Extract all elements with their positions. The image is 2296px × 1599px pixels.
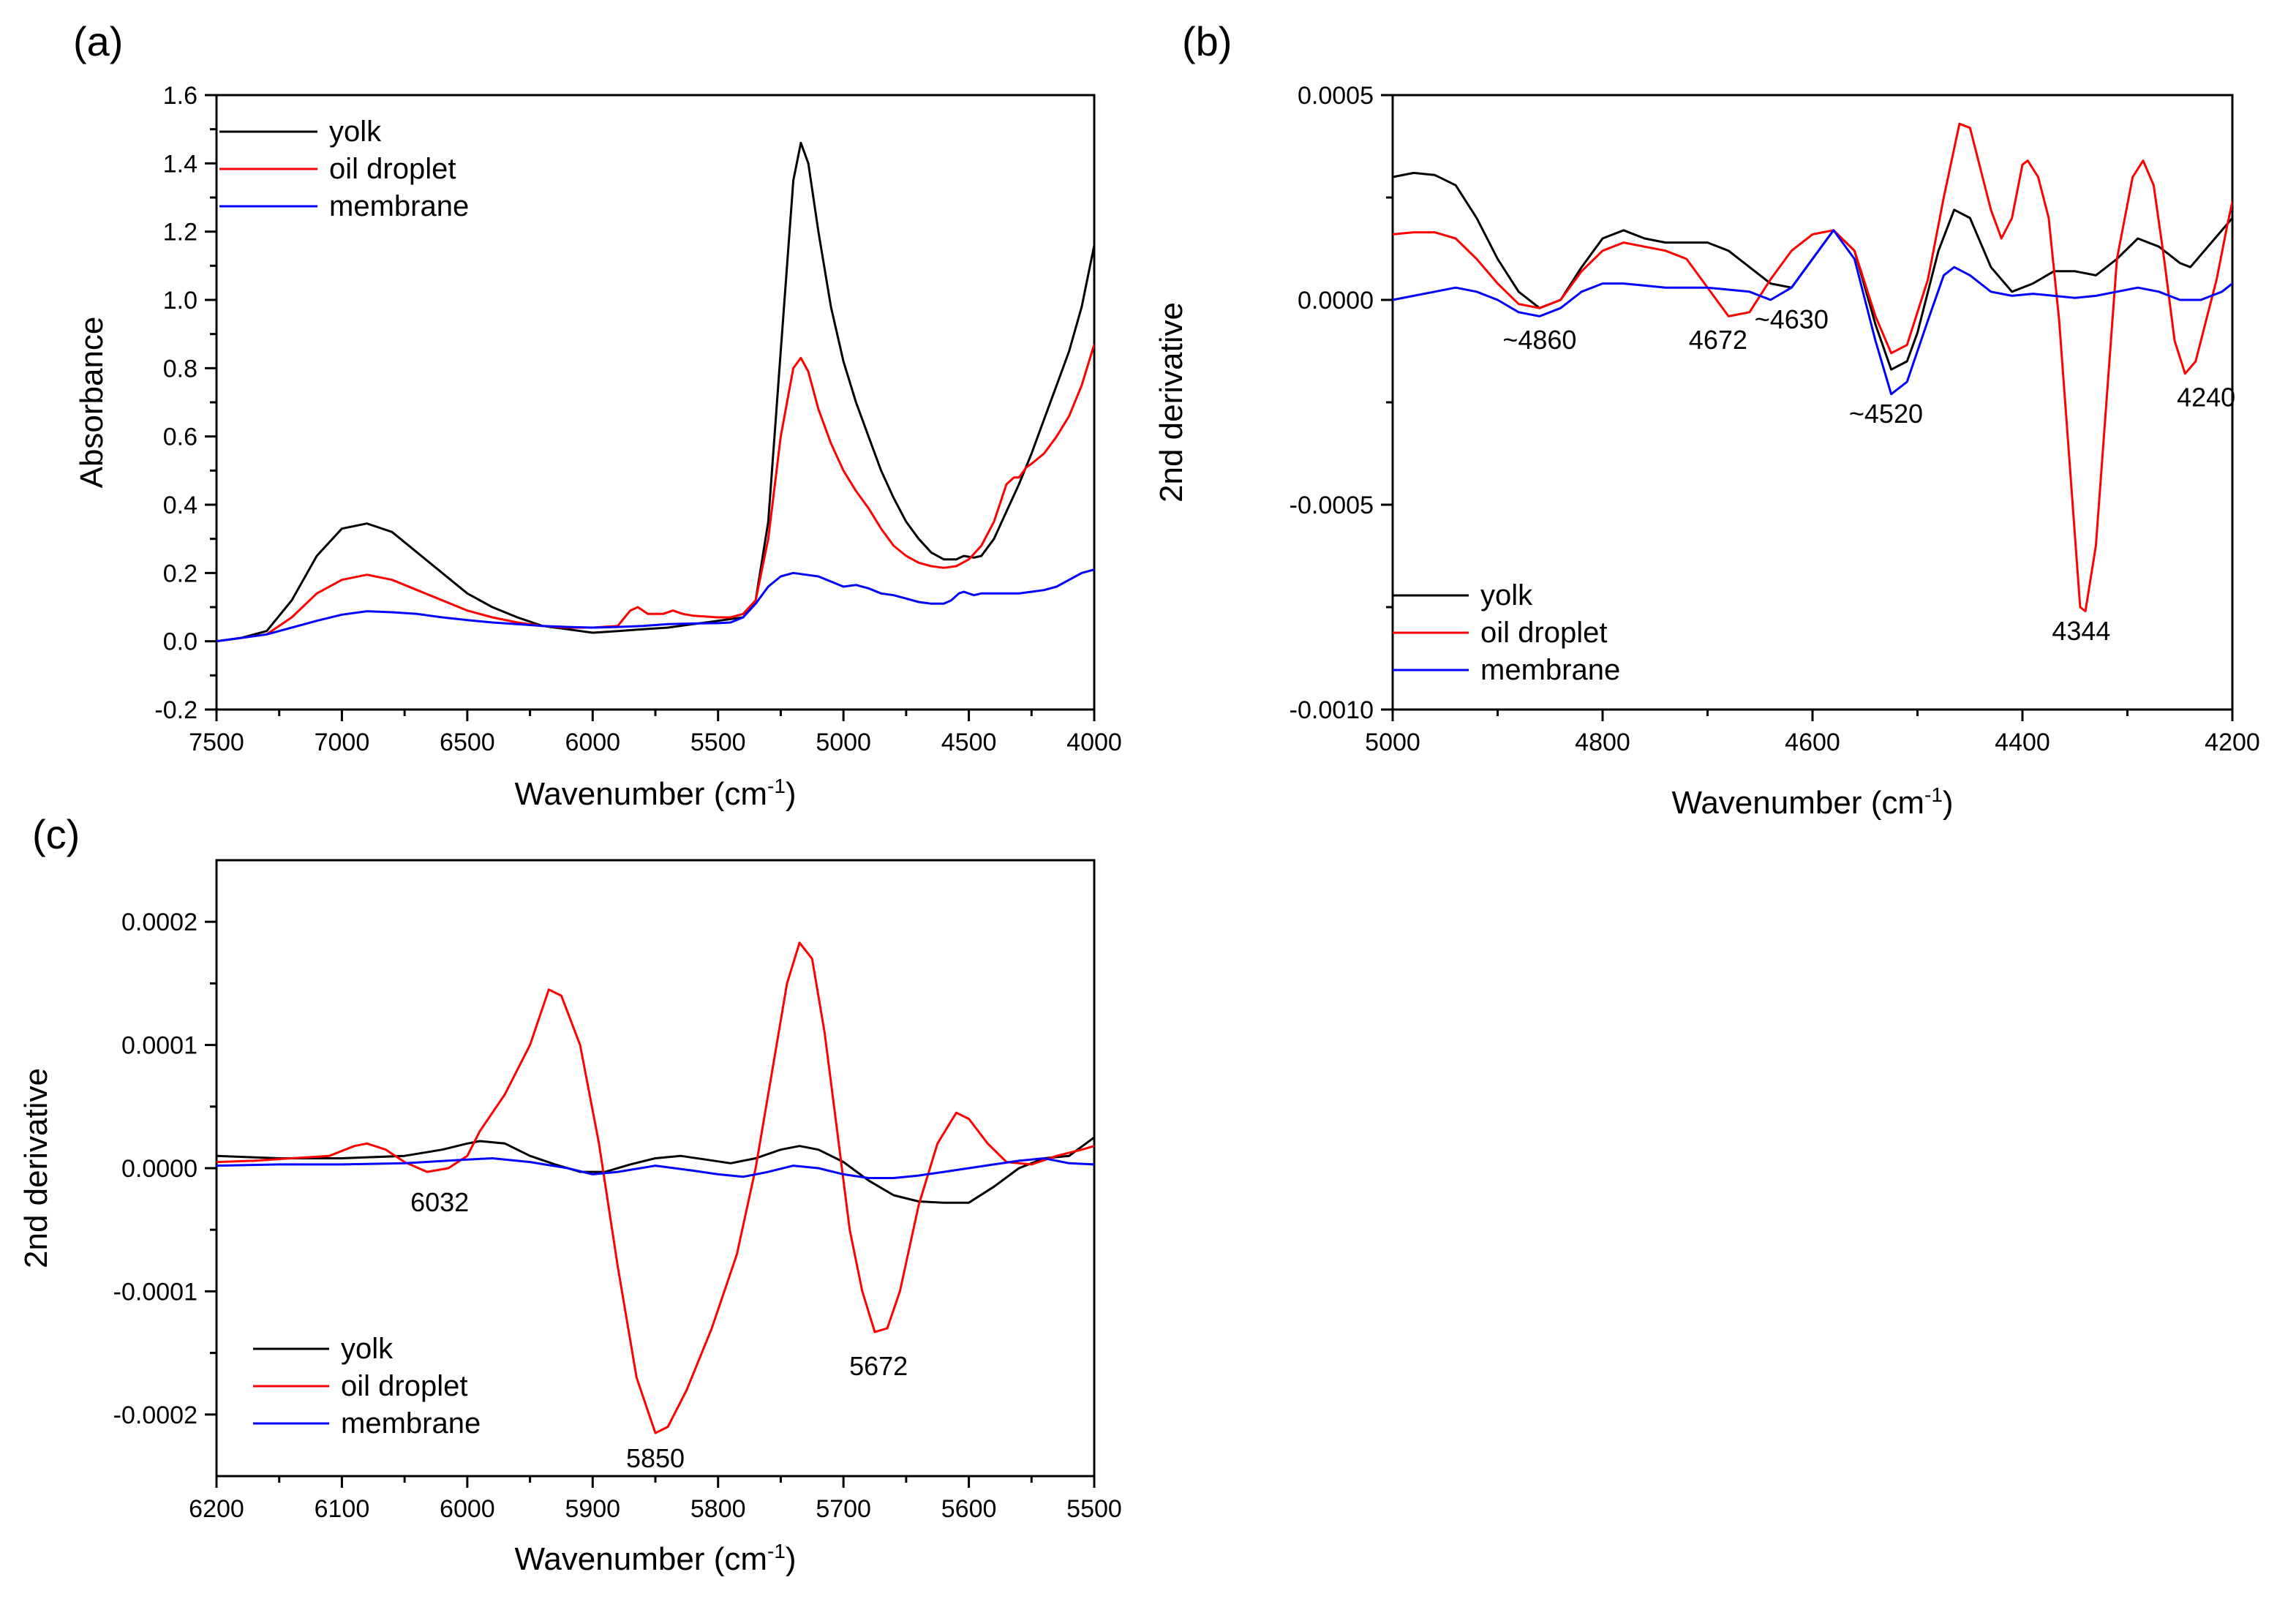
legend-label: oil droplet xyxy=(1480,617,1607,649)
legend-label: membrane xyxy=(1480,654,1620,686)
legend-label: oil droplet xyxy=(341,1370,467,1402)
y-tick-label: 0.0002 xyxy=(121,908,197,936)
x-tick-label: 4500 xyxy=(941,729,997,756)
y-tick-label: -0.2 xyxy=(154,696,197,724)
series-line-yolk xyxy=(217,1136,1094,1204)
y-axis-label: 2nd derivative xyxy=(18,1068,54,1268)
y-tick-label: 1.4 xyxy=(163,150,197,178)
series-line-membrane xyxy=(1393,229,2232,396)
x-tick-label: 5500 xyxy=(1066,1495,1122,1523)
x-tick-label: 6000 xyxy=(440,1495,495,1523)
chart-panel-3: (c) 6200 6100 6000 5900 5800 5700 5600 5500 -0.00… xyxy=(18,811,1122,1577)
legend-label: membrane xyxy=(329,190,469,222)
y-tick-label: 0.6 xyxy=(163,424,197,451)
y-tick-label: -0.0005 xyxy=(1290,492,1374,519)
x-tick-label: 5900 xyxy=(565,1495,620,1523)
y-tick-label: 0.0000 xyxy=(1298,287,1374,315)
x-tick-label: 5700 xyxy=(816,1495,871,1523)
legend: yolk oil droplet membrane xyxy=(219,116,469,222)
legend-label: yolk xyxy=(329,116,382,148)
y-tick-label: 1.2 xyxy=(163,219,197,247)
y-tick-label: 0.8 xyxy=(163,355,197,383)
y-axis-label: Absorbance xyxy=(74,317,110,489)
y-tick-label: 0.0005 xyxy=(1298,82,1374,110)
x-tick-label: 4600 xyxy=(1785,729,1840,756)
series-line-oil-droplet xyxy=(217,941,1094,1434)
peak-annotation: 5850 xyxy=(626,1443,685,1473)
x-tick-label: 6200 xyxy=(189,1495,244,1523)
x-axis-label: Wavenumber (cm-1) xyxy=(1671,783,1953,821)
x-tick-label: 4000 xyxy=(1066,729,1122,756)
peak-annotation: 4240 xyxy=(2177,383,2235,413)
y-tick-label: 0.2 xyxy=(163,560,197,587)
x-tick-label: 7000 xyxy=(315,729,370,756)
y-tick-label: -0.0001 xyxy=(113,1278,197,1306)
x-tick-label: 4800 xyxy=(1575,729,1630,756)
y-tick-label: 0.0001 xyxy=(121,1032,197,1060)
panel-label: (a) xyxy=(73,18,123,64)
peak-annotation: ~4860 xyxy=(1502,325,1576,355)
panel-label: (c) xyxy=(32,811,80,857)
legend: yolk oil droplet membrane xyxy=(253,1333,481,1440)
legend-label: yolk xyxy=(341,1333,394,1365)
x-axis-label: Wavenumber (cm-1) xyxy=(514,1540,796,1577)
legend-label: oil droplet xyxy=(329,153,456,185)
plot-frame xyxy=(215,94,1096,711)
series-line-oil-droplet xyxy=(1393,122,2232,613)
chart-panel-1: (a) 7500 7000 6500 6000 5500 5000 4500 4000 -0.2 0… xyxy=(73,18,1122,812)
peak-annotation: 5672 xyxy=(849,1351,908,1381)
x-tick-label: 5800 xyxy=(690,1495,746,1523)
legend-label: yolk xyxy=(1480,579,1533,612)
x-tick-label: 6500 xyxy=(440,729,495,756)
y-tick-label: -0.0002 xyxy=(113,1402,197,1429)
series-line-oil-droplet xyxy=(217,344,1094,643)
x-tick-label: 5600 xyxy=(941,1495,997,1523)
y-tick-label: 0.0 xyxy=(163,628,197,656)
y-tick-label: 1.6 xyxy=(163,82,197,110)
peak-annotation: ~4520 xyxy=(1849,399,1923,429)
series-line-membrane xyxy=(217,568,1094,643)
y-tick-label: 0.0000 xyxy=(121,1155,197,1183)
series-line-yolk xyxy=(217,141,1094,643)
x-tick-label: 7500 xyxy=(189,729,244,756)
legend-label: membrane xyxy=(341,1407,481,1440)
x-tick-label: 5500 xyxy=(690,729,746,756)
x-tick-label: 5000 xyxy=(1365,729,1420,756)
x-tick-label: 4200 xyxy=(2205,729,2260,756)
x-tick-label: 6000 xyxy=(565,729,620,756)
x-tick-label: 4400 xyxy=(1995,729,2050,756)
y-tick-label: 1.0 xyxy=(163,287,197,315)
x-tick-label: 6100 xyxy=(315,1495,370,1523)
peak-annotation: ~4630 xyxy=(1755,304,1829,334)
x-axis-label: Wavenumber (cm-1) xyxy=(514,775,796,812)
panel-label: (b) xyxy=(1182,18,1232,64)
peak-annotation: 4344 xyxy=(2052,616,2110,646)
peak-annotation: 4672 xyxy=(1689,325,1747,355)
y-tick-label: -0.0010 xyxy=(1290,696,1374,724)
peak-annotation: 6032 xyxy=(410,1187,469,1217)
series-line-membrane xyxy=(217,1157,1094,1179)
legend: yolk oil droplet membrane xyxy=(1393,579,1620,686)
y-tick-label: 0.4 xyxy=(163,492,197,519)
x-tick-label: 5000 xyxy=(816,729,871,756)
y-axis-label: 2nd derivative xyxy=(1153,302,1189,503)
chart-panel-2: (b) 5000 4800 4600 4400 4200 -0.0010 -0.0005 0.0… xyxy=(1153,18,2260,821)
